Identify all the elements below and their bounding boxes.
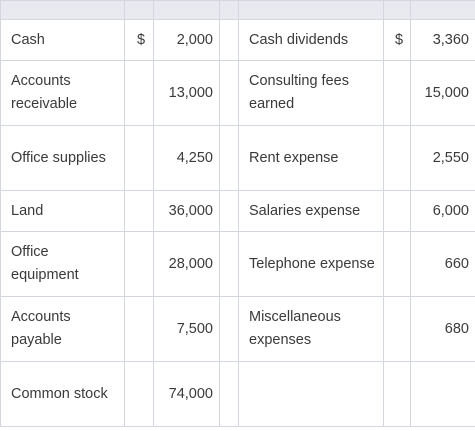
spacer-cell [219,231,239,297]
right-account-label: Consulting fees earned [238,60,384,126]
right-account-label: Miscellaneous expenses [238,296,384,362]
spacer-cell [219,361,239,427]
right-amount: 6,000 [410,190,475,232]
right-currency-symbol [383,231,411,297]
left-amount: 36,000 [153,190,220,232]
left-currency-symbol [124,296,154,362]
right-amount [410,361,475,427]
right-currency-symbol [383,125,411,191]
header-cell [124,0,154,20]
right-amount: 3,360 [410,19,475,61]
left-amount: 74,000 [153,361,220,427]
spacer-cell [219,60,239,126]
table-row: Common stock 74,000 [0,361,475,427]
right-account-label: Cash dividends [238,19,384,61]
right-currency-symbol [383,60,411,126]
table-row: Office equipment 28,000 Telephone expens… [0,231,475,297]
left-amount: 7,500 [153,296,220,362]
left-account-label: Cash [0,19,125,61]
header-cell [219,0,239,20]
right-account-label [238,361,384,427]
right-currency-symbol: $ [383,19,411,61]
right-account-label: Telephone expense [238,231,384,297]
table-row: Accounts payable 7,500 Miscellaneous exp… [0,296,475,362]
table-header-row [0,0,475,20]
table-row: Accounts receivable 13,000 Consulting fe… [0,60,475,126]
table-row: Cash $ 2,000 Cash dividends $ 3,360 [0,19,475,61]
spacer-cell [219,190,239,232]
right-currency-symbol [383,361,411,427]
right-account-label: Rent expense [238,125,384,191]
left-currency-symbol [124,190,154,232]
table-row: Land 36,000 Salaries expense 6,000 [0,190,475,232]
left-account-label: Accounts payable [0,296,125,362]
left-currency-symbol [124,231,154,297]
left-amount: 28,000 [153,231,220,297]
left-account-label: Accounts receivable [0,60,125,126]
left-account-label: Office supplies [0,125,125,191]
header-cell [238,0,384,20]
right-amount: 680 [410,296,475,362]
spacer-cell [219,125,239,191]
right-currency-symbol [383,296,411,362]
left-amount: 2,000 [153,19,220,61]
header-cell [410,0,475,20]
header-cell [0,0,125,20]
header-cell [383,0,411,20]
table-row: Office supplies 4,250 Rent expense 2,550 [0,125,475,191]
right-amount: 15,000 [410,60,475,126]
left-account-label: Office equipment [0,231,125,297]
spacer-cell [219,296,239,362]
left-currency-symbol [124,361,154,427]
left-account-label: Common stock [0,361,125,427]
spacer-cell [219,19,239,61]
left-amount: 13,000 [153,60,220,126]
left-currency-symbol: $ [124,19,154,61]
left-currency-symbol [124,60,154,126]
right-amount: 2,550 [410,125,475,191]
left-amount: 4,250 [153,125,220,191]
right-account-label: Salaries expense [238,190,384,232]
right-currency-symbol [383,190,411,232]
right-amount: 660 [410,231,475,297]
header-cell [153,0,220,20]
left-account-label: Land [0,190,125,232]
left-currency-symbol [124,125,154,191]
